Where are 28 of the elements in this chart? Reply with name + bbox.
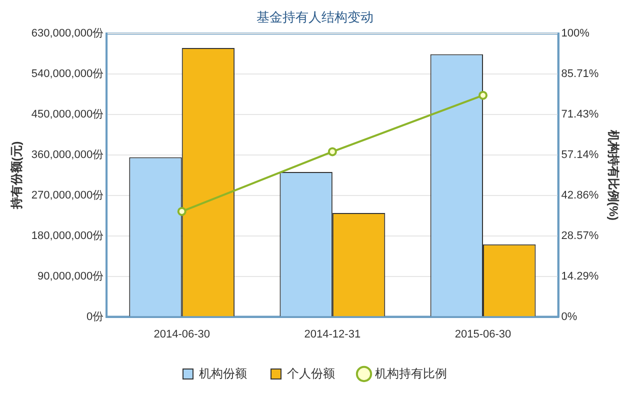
y-tick-label: 540,000,000份 [31,68,104,80]
chart-title: 基金持有人结构变动 [256,9,374,24]
y-tick-label: 270,000,000份 [31,189,104,202]
legend-label: 机构份额 [199,366,247,380]
y2-tick-label: 42.86% [561,189,599,202]
x-tick-label: 2015-06-30 [454,328,512,340]
y2-tick-label: 14.29% [561,270,599,282]
point [177,206,186,216]
y2-axis-title: 机构持有比例(%) [606,128,620,221]
y-tick-label: 450,000,000份 [31,108,104,121]
x-tick-label: 2014-06-30 [154,328,210,340]
x-tick-label: 2014-12-31 [304,328,361,340]
y-tick-label: 180,000,000份 [31,230,104,242]
y-tick-label: 630,000,000份 [31,28,104,40]
point [478,90,488,100]
y2-tick-label: 71.43% [561,108,599,121]
y-tick-label: 0份 [86,310,104,323]
y-tick-label: 90,000,000份 [38,270,104,282]
y2-tick-label: 57.14% [561,149,599,162]
legend-label: 机构持有比例 [375,366,447,380]
y2-tick-label: 85.71% [561,68,599,80]
y-tick-label: 360,000,000份 [31,149,104,162]
y2-tick-label: 100% [561,28,590,40]
legend-label: 个人份额 [287,366,335,380]
point [328,147,337,156]
y2-tick-label: 28.57% [561,230,599,242]
y-axis-title: 持有份额(元) [10,141,24,210]
y2-tick-label: 0% [561,310,578,323]
